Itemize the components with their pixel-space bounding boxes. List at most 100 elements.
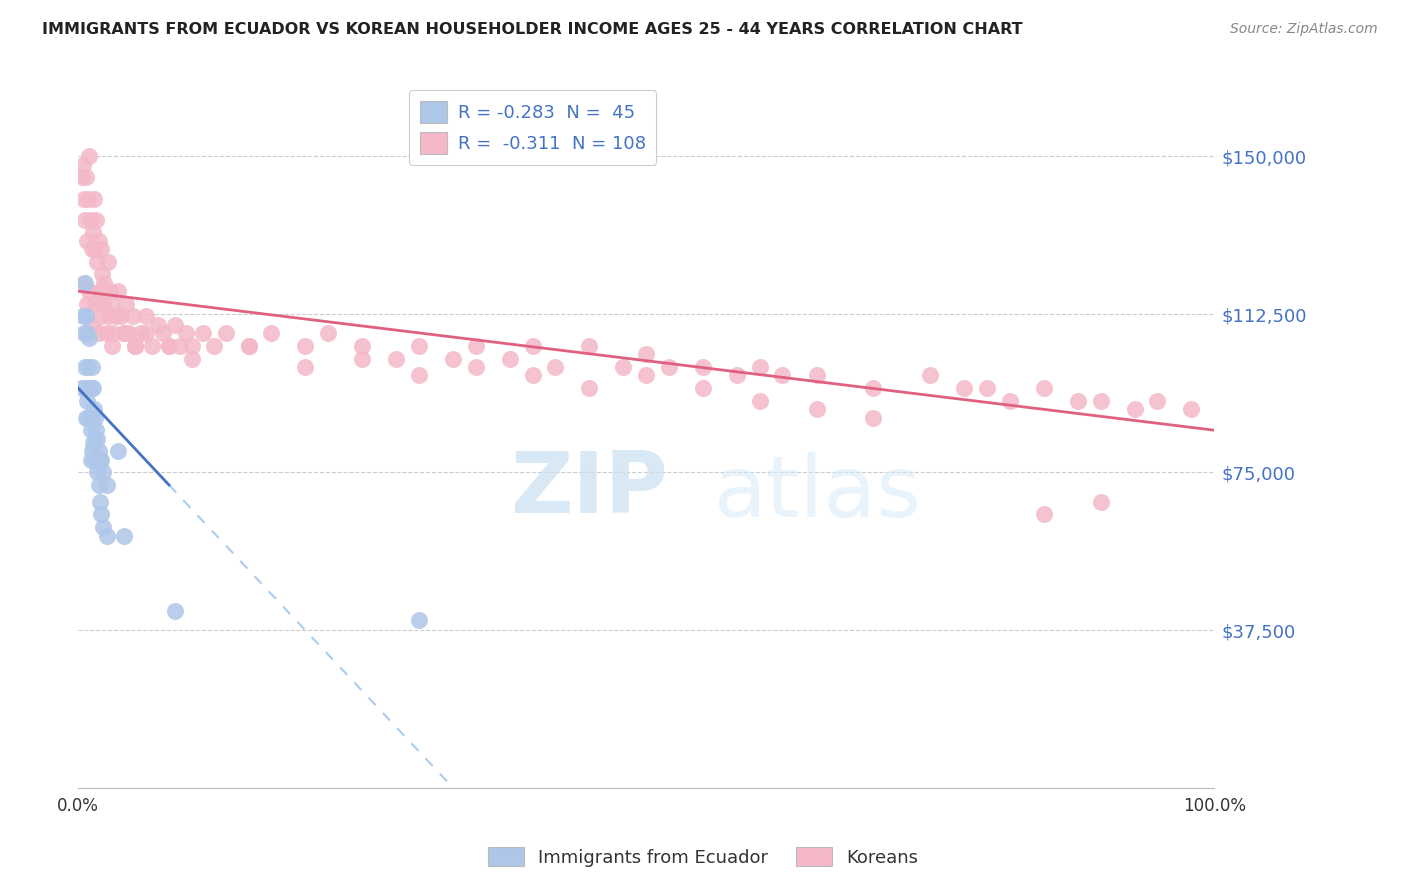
Point [107, 444, 129, 458]
Point [91, 466, 114, 480]
Point [692, 359, 714, 374]
Point [238, 339, 260, 353]
Point [82, 435, 104, 450]
Point [82, 225, 104, 239]
Point [385, 351, 408, 366]
Point [101, 339, 124, 353]
Point [1032, 381, 1054, 395]
Point [124, 339, 146, 353]
Point [89, 452, 111, 467]
Point [146, 318, 169, 332]
Point [260, 326, 283, 341]
Point [90, 508, 112, 522]
Point [91, 268, 114, 282]
Point [408, 368, 430, 383]
Point [84, 410, 107, 425]
Point [97, 310, 120, 324]
Point [180, 339, 202, 353]
Point [83, 402, 105, 417]
Point [544, 359, 567, 374]
Point [87, 444, 110, 458]
Point [953, 381, 976, 395]
Point [84, 423, 107, 437]
Point [83, 192, 105, 206]
Point [180, 351, 202, 366]
Point [90, 310, 112, 324]
Point [79, 423, 101, 437]
Point [499, 351, 522, 366]
Point [79, 149, 101, 163]
Point [93, 276, 115, 290]
Point [96, 528, 118, 542]
Point [80, 410, 103, 425]
Point [1123, 402, 1146, 417]
Point [157, 339, 180, 353]
Point [464, 339, 486, 353]
Point [79, 381, 101, 395]
Text: IMMIGRANTS FROM ECUADOR VS KOREAN HOUSEHOLDER INCOME AGES 25 - 44 YEARS CORRELAT: IMMIGRANTS FROM ECUADOR VS KOREAN HOUSEH… [42, 22, 1022, 37]
Point [77, 359, 100, 374]
Point [87, 326, 110, 341]
Point [464, 359, 486, 374]
Point [75, 170, 97, 185]
Point [141, 339, 163, 353]
Point [91, 520, 114, 534]
Point [163, 318, 186, 332]
Point [862, 381, 884, 395]
Point [174, 326, 197, 341]
Point [79, 330, 101, 344]
Point [204, 339, 226, 353]
Point [238, 339, 260, 353]
Point [96, 284, 118, 298]
Point [73, 276, 96, 290]
Point [73, 212, 96, 227]
Point [73, 276, 96, 290]
Point [112, 326, 135, 341]
Point [169, 339, 191, 353]
Point [101, 297, 124, 311]
Point [1090, 495, 1112, 509]
Point [522, 368, 544, 383]
Point [636, 368, 658, 383]
Point [578, 381, 600, 395]
Point [1090, 393, 1112, 408]
Point [352, 351, 374, 366]
Point [441, 351, 464, 366]
Point [75, 310, 97, 324]
Point [135, 326, 157, 341]
Point [86, 254, 108, 268]
Point [692, 381, 714, 395]
Point [87, 478, 110, 492]
Point [89, 284, 111, 298]
Point [84, 242, 107, 256]
Point [408, 613, 430, 627]
Point [96, 326, 118, 341]
Text: ZIP: ZIP [510, 448, 668, 532]
Point [70, 381, 93, 395]
Point [73, 359, 96, 374]
Point [73, 192, 96, 206]
Point [104, 310, 127, 324]
Point [316, 326, 339, 341]
Point [748, 359, 770, 374]
Point [110, 310, 132, 324]
Point [114, 297, 136, 311]
Point [408, 339, 430, 353]
Point [118, 326, 141, 341]
Point [578, 339, 600, 353]
Point [72, 158, 94, 172]
Point [90, 242, 112, 256]
Point [80, 242, 103, 256]
Point [97, 254, 120, 268]
Point [75, 381, 97, 395]
Point [72, 310, 94, 324]
Point [135, 310, 157, 324]
Point [636, 347, 658, 361]
Point [107, 284, 129, 298]
Point [73, 326, 96, 341]
Point [87, 234, 110, 248]
Point [79, 410, 101, 425]
Point [1180, 402, 1202, 417]
Point [76, 234, 98, 248]
Point [80, 444, 103, 458]
